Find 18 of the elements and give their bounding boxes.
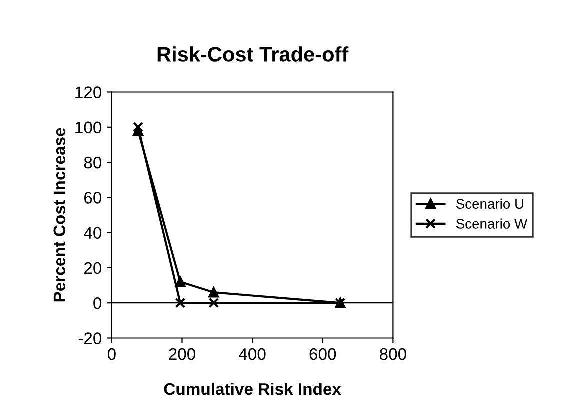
y-tick-label: 40	[84, 227, 102, 240]
x-tick-label: 400	[239, 348, 266, 360]
legend-label: Scenario W	[456, 218, 528, 229]
y-tick-label: 120	[76, 86, 102, 98]
y-tick-label: 20	[84, 262, 102, 274]
y-tick-label: 60	[84, 192, 102, 204]
x-tick-label: 0	[108, 348, 116, 360]
y-tick-label: 0	[94, 298, 102, 310]
y-axis-title: Percent Cost Increase	[54, 128, 66, 302]
x-tick-label: 200	[169, 348, 196, 360]
chart-title: Risk-Cost Trade-off	[158, 46, 349, 62]
y-tick-label: -20	[78, 332, 102, 344]
legend-label: Scenario U	[456, 198, 524, 210]
x-tick-label: 800	[380, 348, 406, 360]
x-tick-label: 600	[310, 348, 336, 360]
y-tick-label: 100	[76, 122, 102, 134]
x-axis-title: Cumulative Risk Index	[164, 382, 342, 396]
y-tick-label: 80	[84, 156, 102, 169]
